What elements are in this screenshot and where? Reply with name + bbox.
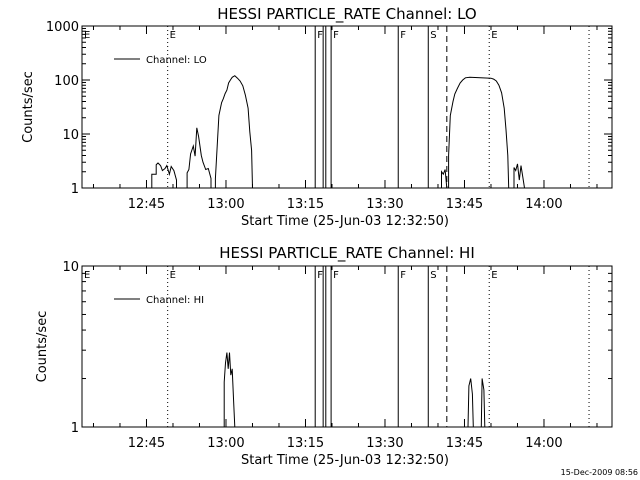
panel2-x-tick-label: 13:00	[207, 436, 244, 451]
panel1-chart-title: HESSI PARTICLE_RATE Channel: LO	[217, 5, 476, 24]
panel2-x-tick-label: 12:45	[128, 436, 165, 451]
panel2-flag-label: F	[400, 270, 406, 281]
panel2-flag-label: S	[430, 270, 436, 281]
footer-date: 15-Dec-2009 08:56	[560, 468, 638, 477]
panel1-y-axis-label: Counts/sec	[21, 71, 36, 143]
panel2-edge-flag-label: E	[84, 270, 90, 281]
panel2-x-tick-label: 14:00	[525, 436, 562, 451]
panel2-flag-label: F	[317, 270, 323, 281]
panel2-x-axis-label: Start Time (25-Jun-03 12:32:50)	[241, 453, 449, 468]
panel1-edge-flag-label: E	[84, 30, 90, 41]
panel2-y-tick-label: 1	[71, 421, 79, 436]
panel2-flag-label: F	[333, 270, 339, 281]
panel2-x-tick-label: 13:45	[446, 436, 483, 451]
panel2-y-axis-label: Counts/sec	[35, 311, 50, 383]
panel2-flag-label: E	[170, 270, 176, 281]
panel2-series-line-1	[223, 352, 486, 428]
panel1-x-tick-label: 13:45	[446, 197, 483, 212]
panel2-x-tick-label: 13:30	[366, 436, 403, 451]
panel2-chart-title: HESSI PARTICLE_RATE Channel: HI	[219, 244, 475, 263]
panel1-legend-label: Channel: LO	[146, 55, 207, 66]
panel1-flag-label: S	[430, 30, 436, 41]
panel1-plot-frame	[81, 25, 613, 189]
panel2-plot-frame	[81, 265, 613, 428]
panel2-flag-label: E	[491, 270, 497, 281]
panel1-flag-label: F	[400, 30, 406, 41]
panel1-y-tick-label: 1000	[46, 20, 79, 35]
panel1-flag-label: E	[170, 30, 176, 41]
panel1-flag-label: F	[317, 30, 323, 41]
panel2-y-tick-label: 10	[62, 260, 79, 275]
panel2-legend-label: Channel: HI	[146, 295, 204, 306]
panel1-x-tick-label: 12:45	[128, 197, 165, 212]
panel1-y-tick-label: 1	[71, 182, 79, 197]
panel1-x-tick-label: 13:00	[207, 197, 244, 212]
panel1-flag-label: F	[333, 30, 339, 41]
panel1-x-tick-label: 13:30	[366, 197, 403, 212]
panel1-x-axis-label: Start Time (25-Jun-03 12:32:50)	[241, 214, 449, 229]
panel1-y-tick-label: 100	[54, 74, 79, 89]
panel1-x-tick-label: 14:00	[525, 197, 562, 212]
panel1-flag-label: E	[491, 30, 497, 41]
panel1-series-line-1	[151, 75, 525, 189]
panel1-x-tick-label: 13:15	[287, 197, 324, 212]
panel2-x-tick-label: 13:15	[287, 436, 324, 451]
panel1-y-tick-label: 10	[62, 128, 79, 143]
